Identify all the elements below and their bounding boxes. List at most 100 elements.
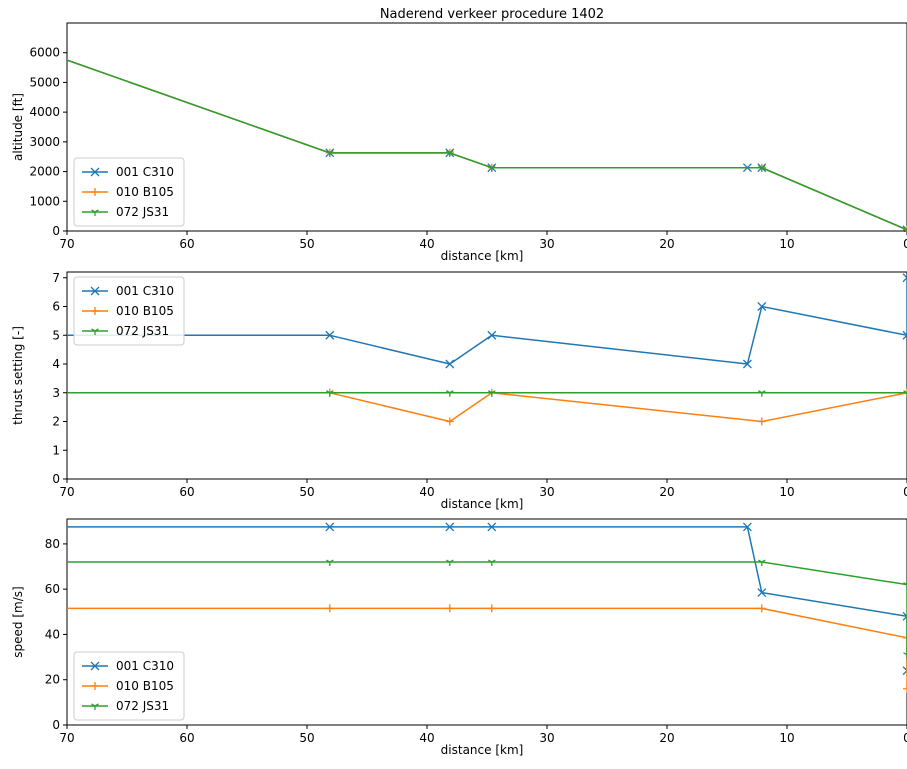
data-point [903, 227, 907, 232]
series-layer [67, 273, 907, 426]
x-tick-label: 60 [179, 237, 194, 251]
legend-label: 072 JS31 [116, 699, 169, 713]
data-point [902, 330, 907, 340]
legend-marker [91, 328, 99, 335]
axes-frame [66, 518, 907, 726]
data-point [487, 390, 496, 397]
x-tick-label: 60 [179, 485, 194, 499]
y-tick-label: 1 [52, 443, 60, 457]
x-tick-label: 20 [659, 237, 674, 251]
legend-frame [73, 276, 185, 346]
data-point [757, 302, 767, 311]
data-point [487, 522, 497, 532]
data-point [445, 359, 455, 369]
x-tick-label: 40 [419, 485, 434, 499]
legend-marker [90, 286, 100, 296]
data-point [757, 604, 766, 613]
x-tick-label: 70 [59, 485, 74, 499]
x-tick-label: 20 [659, 485, 674, 499]
axes-frame [66, 22, 907, 232]
x-tick-label: 50 [299, 731, 314, 745]
legend-marker [91, 188, 99, 196]
y-tick-label: 2000 [29, 165, 60, 179]
y-tick-label: 0 [52, 224, 60, 238]
legend-label: 001 C310 [116, 165, 174, 179]
data-point [445, 522, 455, 532]
data-point [487, 604, 496, 613]
data-point [325, 604, 334, 613]
data-point [445, 150, 454, 157]
legend-label: 010 B105 [116, 679, 174, 693]
y-tick-label: 80 [45, 537, 60, 551]
data-point [487, 165, 496, 172]
subplot-2: 70 60 50 40 30 20 10 0 0 1 2 3 4 5 6 7 distance [km] thru… [11, 271, 907, 511]
x-tick-label: 30 [539, 237, 554, 251]
y-tick-label: 0 [52, 472, 60, 486]
y-tick-label: 3 [52, 386, 60, 400]
series-line-1 [67, 526, 907, 671]
series-line-1 [67, 59, 907, 231]
legend: 001 C310 010 B105 072 JS31 [73, 157, 185, 227]
x-tick-label: 20 [659, 731, 674, 745]
legend-marker [91, 682, 99, 690]
x-tick-label: 30 [539, 485, 554, 499]
x-tick-label: 30 [539, 731, 554, 745]
data-point [325, 559, 334, 567]
data-point [903, 390, 907, 397]
series-line-3 [67, 59, 907, 231]
y-tick-label: 4 [52, 357, 60, 371]
legend-frame [73, 157, 185, 227]
y-axis-label: speed [m/s] [11, 586, 25, 657]
legend-marker [91, 307, 99, 315]
subplot-3: 70 60 50 40 30 20 10 0 0 20 40 60 80 distance [km] spe… [11, 518, 907, 757]
data-point [757, 417, 766, 426]
data-point [757, 165, 766, 172]
data-point [902, 666, 907, 676]
data-point [903, 582, 907, 589]
data-point [487, 330, 497, 340]
data-point [902, 611, 907, 621]
legend-label: 010 B105 [116, 185, 174, 199]
data-point [757, 559, 766, 567]
x-tick-label: 10 [779, 237, 794, 251]
y-tick-label: 20 [45, 673, 60, 687]
x-tick-label: 60 [179, 731, 194, 745]
data-point [445, 559, 454, 567]
y-tick-label: 6 [52, 300, 60, 314]
data-point [903, 633, 907, 642]
x-tick-label: 10 [779, 731, 794, 745]
data-point [902, 225, 907, 232]
series-line-1 [67, 277, 907, 365]
series-line-2 [67, 392, 907, 423]
data-point [757, 588, 767, 598]
data-point [902, 273, 907, 283]
data-point [903, 225, 907, 232]
y-axis-label: altitude [ft] [11, 93, 25, 161]
data-point [325, 150, 334, 157]
y-tick-label: 3000 [29, 135, 60, 149]
x-tick-label: 70 [59, 731, 74, 745]
legend-marker [91, 703, 99, 710]
x-tick-label: 40 [419, 237, 434, 251]
y-tick-label: 0 [52, 718, 60, 732]
data-point [445, 417, 454, 426]
y-tick-label: 2 [52, 415, 60, 429]
legend-label: 010 B105 [116, 304, 174, 318]
y-tick-label: 7 [52, 271, 60, 285]
x-tick-label: 40 [419, 731, 434, 745]
data-point [325, 390, 334, 397]
legend-label: 072 JS31 [116, 205, 169, 219]
legend-marker [90, 661, 100, 671]
x-tick-label: 70 [59, 237, 74, 251]
x-tick-label: 50 [299, 485, 314, 499]
x-tick-label: 50 [299, 237, 314, 251]
legend-label: 072 JS31 [116, 324, 169, 338]
chart-title: Naderend verkeer procedure 1402 [380, 7, 604, 22]
data-point [903, 684, 907, 693]
data-point [325, 330, 335, 340]
x-tick-label: 10 [779, 485, 794, 499]
y-tick-label: 40 [45, 627, 60, 641]
y-tick-label: 4000 [29, 105, 60, 119]
series-layer [67, 59, 907, 232]
